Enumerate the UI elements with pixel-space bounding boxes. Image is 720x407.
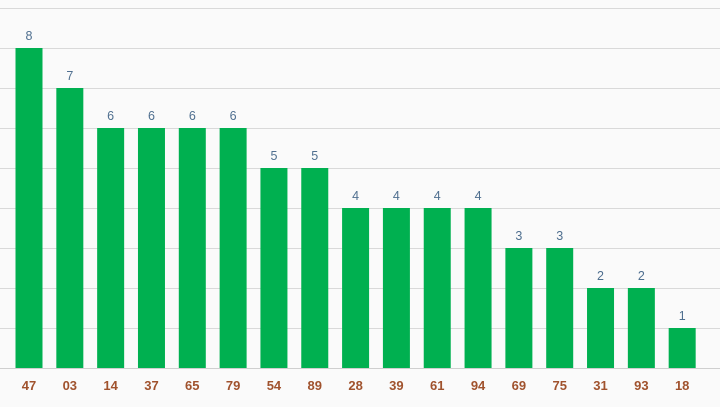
bar-61 [423, 208, 451, 368]
category-label-14: 14 [103, 378, 118, 393]
category-label-61: 61 [430, 378, 444, 393]
bar-93 [627, 288, 655, 368]
value-label-31: 2 [597, 269, 604, 283]
value-label-79: 6 [230, 109, 237, 123]
category-label-28: 28 [348, 378, 362, 393]
category-label-65: 65 [185, 378, 199, 393]
value-label-39: 4 [393, 189, 400, 203]
value-label-69: 3 [515, 229, 522, 243]
category-labels: 47 03 14 37 65 79 54 89 28 39 61 94 69 75 31 93 18 [22, 378, 690, 393]
category-label-54: 54 [267, 378, 282, 393]
value-label-89: 5 [311, 149, 318, 163]
value-label-61: 4 [434, 189, 441, 203]
bar-28 [342, 208, 370, 368]
bar-37 [137, 128, 165, 368]
value-label-65: 6 [189, 109, 196, 123]
category-label-18: 18 [675, 378, 689, 393]
category-label-31: 31 [593, 378, 607, 393]
bars [15, 48, 696, 368]
value-labels: 8 7 6 6 6 6 5 5 4 4 4 4 3 3 2 2 1 [26, 29, 686, 323]
bar-69 [505, 248, 533, 368]
bar-94 [464, 208, 492, 368]
value-label-37: 6 [148, 109, 155, 123]
category-label-47: 47 [22, 378, 36, 393]
bar-79 [219, 128, 247, 368]
bar-47 [15, 48, 43, 368]
bar-75 [546, 248, 574, 368]
category-label-89: 89 [308, 378, 322, 393]
category-label-79: 79 [226, 378, 240, 393]
value-label-28: 4 [352, 189, 359, 203]
bar-89 [301, 168, 329, 368]
bar-31 [587, 288, 615, 368]
value-label-94: 4 [475, 189, 482, 203]
bar-03 [56, 88, 84, 368]
category-label-37: 37 [144, 378, 158, 393]
value-label-18: 1 [679, 309, 686, 323]
bar-18 [668, 328, 696, 368]
bar-14 [97, 128, 125, 368]
category-label-03: 03 [63, 378, 77, 393]
value-label-47: 8 [26, 29, 33, 43]
value-label-54: 5 [270, 149, 277, 163]
bar-54 [260, 168, 288, 368]
category-label-93: 93 [634, 378, 648, 393]
category-label-75: 75 [552, 378, 566, 393]
value-label-14: 6 [107, 109, 114, 123]
value-label-93: 2 [638, 269, 645, 283]
bar-39 [382, 208, 410, 368]
bar-65 [178, 128, 206, 368]
value-label-75: 3 [556, 229, 563, 243]
category-label-94: 94 [471, 378, 486, 393]
category-label-69: 69 [512, 378, 526, 393]
category-label-39: 39 [389, 378, 403, 393]
value-label-03: 7 [66, 69, 73, 83]
